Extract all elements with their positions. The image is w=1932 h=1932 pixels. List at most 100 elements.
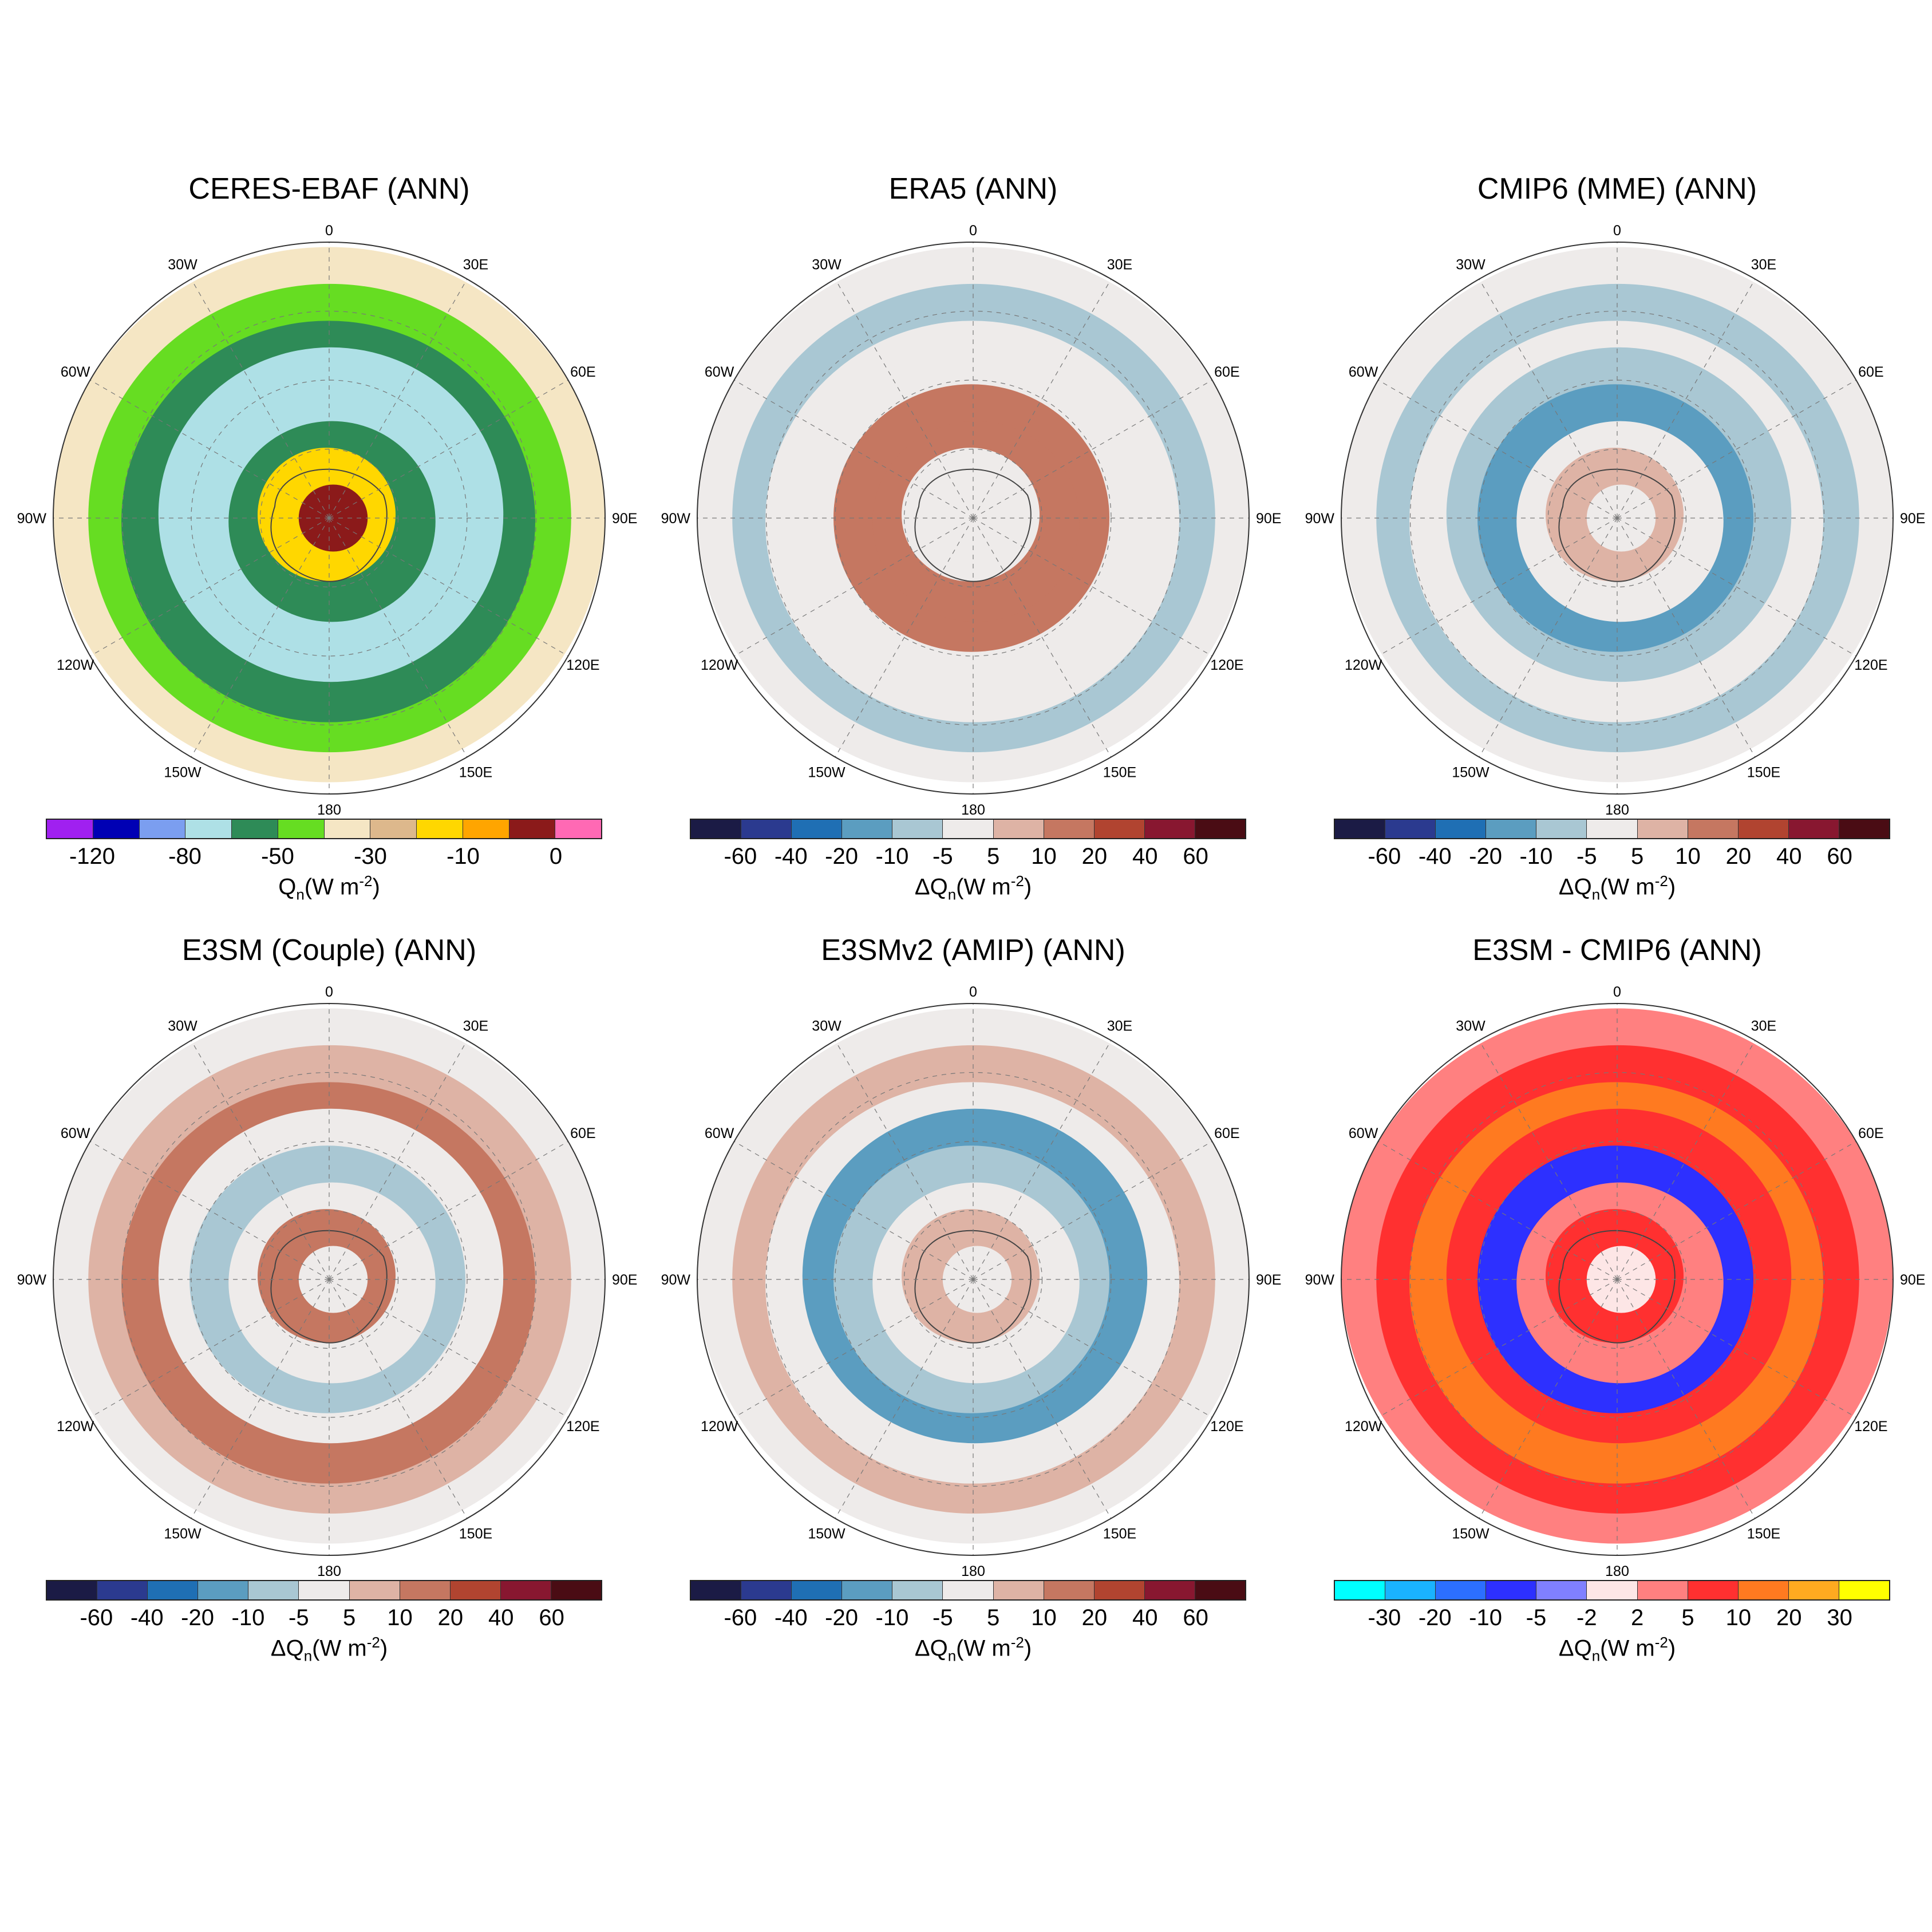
colorbar-swatch	[93, 820, 140, 838]
longitude-label: 30W	[168, 1018, 197, 1034]
meridian-line	[191, 279, 330, 519]
meridian-line	[329, 1141, 568, 1280]
colorbar-swatch	[1385, 1581, 1436, 1599]
unit-part: ΔQ	[914, 874, 948, 900]
colorbar	[690, 819, 1246, 839]
longitude-label: 120E	[1210, 657, 1243, 673]
colorbar-tick-label: -5	[1577, 844, 1597, 869]
colorbar-swatch	[892, 1581, 943, 1599]
colorbar-swatch	[943, 1581, 994, 1599]
colorbar-tick-label: -60	[724, 844, 757, 869]
longitude-label: 30W	[812, 257, 841, 273]
polar-map: 0 30E 60E 90E 120E 150E 180 150W 120W 90W 60W 30W	[661, 984, 1282, 1579]
meridian-line	[1617, 517, 1856, 657]
meridian-line	[734, 1141, 974, 1280]
longitude-label: 120E	[1210, 1419, 1243, 1435]
longitude-label: 150E	[459, 764, 492, 780]
colorbar-tick-label: -40	[774, 1605, 808, 1630]
panel-title: E3SM (Couple) (ANN)	[181, 934, 477, 967]
colorbar-swatch	[1688, 820, 1739, 838]
panel-title: CMIP6 (MME) (ANN)	[1477, 172, 1757, 206]
colorbar-tick-label: 20	[1081, 1605, 1108, 1630]
meridian-line	[835, 1040, 974, 1280]
longitude-label: 120W	[701, 1419, 738, 1435]
meridian-line	[329, 380, 568, 519]
latitude-circle	[1547, 1210, 1687, 1349]
colorbar-tick-label: 40	[488, 1605, 514, 1630]
colorbar-swatch	[1044, 1581, 1095, 1599]
colorbar-tick-label: -60	[1368, 844, 1401, 869]
colorbar-tick-label: 20	[1776, 1605, 1802, 1630]
colorbar-tick-label: 20	[1725, 844, 1752, 869]
colorbar-tick-label: 40	[1132, 844, 1158, 869]
colorbar-tick-label: -40	[1418, 844, 1452, 869]
unit-part: ΔQ	[270, 1635, 304, 1661]
colorbar-swatch	[842, 820, 893, 838]
longitude-label: 150W	[1452, 1526, 1490, 1542]
map-panel-cmip6: CMIP6 (MME) (ANN) 0 30E 60E 90E 120E 150E 180 15…	[1305, 172, 1926, 903]
longitude-label: 60E	[1858, 364, 1883, 380]
antarctica-outline	[270, 468, 388, 582]
map-border	[697, 242, 1250, 795]
longitude-label: 180	[961, 802, 985, 818]
colorbar-swatch	[1839, 1581, 1890, 1599]
colorbar-tick-label: 5	[987, 844, 1000, 869]
colorbar-swatch	[1486, 820, 1537, 838]
antarctica-outline	[1558, 468, 1676, 582]
colorbar-swatch	[185, 820, 232, 838]
longitude-label: 60E	[1214, 364, 1239, 380]
colorbar-swatch	[1587, 1581, 1638, 1599]
colorbar-swatch	[500, 1581, 551, 1599]
colorbar-tick-label: 10	[1031, 1605, 1057, 1630]
colorbar-swatch	[1637, 820, 1688, 838]
colorbar-tick-label: -30	[1368, 1605, 1401, 1630]
colorbar-tick-label: -20	[1418, 1605, 1452, 1630]
unit-part: (W m	[956, 874, 1011, 900]
longitude-label: 90W	[661, 511, 691, 527]
colorbar-tick-label: -5	[933, 1605, 953, 1630]
longitude-label: 90E	[1900, 1272, 1925, 1288]
unit-part: )	[1668, 1635, 1676, 1661]
longitude-label: 30W	[1456, 257, 1485, 273]
unit-part: ΔQ	[1558, 874, 1592, 900]
longitude-label: 120W	[57, 1419, 94, 1435]
meridian-line	[973, 380, 1212, 519]
longitude-label: 120W	[1345, 1419, 1382, 1435]
longitude-label: 150W	[164, 764, 202, 780]
unit-part: (W m	[956, 1635, 1011, 1661]
colorbar-tick-label: 20	[1081, 844, 1108, 869]
colorbar-tick-label: -20	[825, 844, 858, 869]
map-border	[1341, 242, 1894, 795]
colorbar-swatch	[1094, 820, 1145, 838]
colorbar-tick-label: -10	[447, 844, 480, 869]
colorbar-tick-label: -10	[875, 1605, 909, 1630]
unit-part: n	[1591, 1647, 1601, 1665]
meridian-line	[973, 1040, 1112, 1280]
colorbar-tick-label: -5	[289, 1605, 309, 1630]
longitude-label: 60E	[1214, 1125, 1239, 1141]
polar-map: 0 30E 60E 90E 120E 150E 180 150W 120W 90W 60W 30W	[1305, 223, 1926, 818]
meridian-line	[1617, 1040, 1756, 1280]
colorbar-tick-label: -50	[261, 844, 294, 869]
unit-part: n	[303, 1647, 313, 1665]
map-panel-e3sm-couple: E3SM (Couple) (ANN) 0 30E 60E 90E 120E 150E 180…	[17, 933, 638, 1664]
colorbar	[1334, 1580, 1890, 1601]
colorbar-swatch	[792, 820, 843, 838]
polar-map: 0 30E 60E 90E 120E 150E 180 150W 120W 90W 60W 30W	[17, 223, 638, 818]
meridian-line	[329, 1279, 568, 1418]
map-panel-e3smv2-amip: E3SMv2 (AMIP) (ANN) 0 30E 60E 90E 120E 150E 180…	[661, 933, 1282, 1664]
map-border	[53, 1003, 606, 1556]
unit-part: Q	[278, 874, 297, 900]
unit-part: ΔQ	[1558, 1635, 1592, 1661]
meridian-line	[329, 1279, 468, 1519]
colorbar-swatch	[148, 1581, 199, 1599]
colorbar-unit-label: ΔQn(W m-2)	[52, 1634, 607, 1665]
panel-title: E3SM - CMIP6 (ANN)	[1472, 934, 1762, 967]
meridian-line	[191, 1279, 330, 1519]
longitude-label: 180	[317, 1563, 341, 1579]
colorbar-swatch	[691, 1581, 742, 1599]
colorbar-swatch	[450, 1581, 501, 1599]
longitude-label: 150E	[1103, 764, 1136, 780]
colorbar-swatch	[417, 820, 463, 838]
map-panel-era5: ERA5 (ANN) 0 30E 60E 90E 120E 150E 180 150W 120W 9…	[661, 172, 1282, 903]
